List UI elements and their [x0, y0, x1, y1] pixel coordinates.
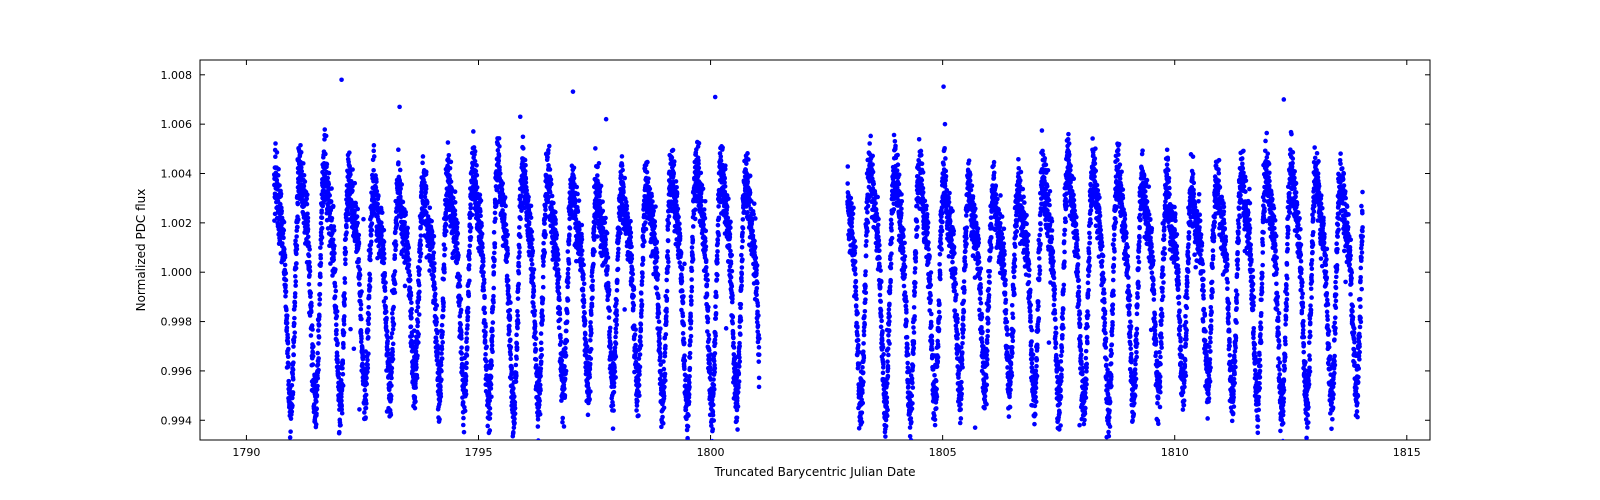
- y-tick-label: 0.996: [161, 365, 193, 378]
- lightcurve-chart: 1790 1795 1800 1805 1810 1815 0.994 0.996 0.998 1…: [0, 0, 1600, 500]
- x-tick-label: 1815: [1393, 446, 1421, 459]
- y-tick-label: 0.994: [161, 414, 193, 427]
- y-tick-label: 1.002: [161, 217, 193, 230]
- x-tick-label: 1790: [232, 446, 260, 459]
- y-tick-label: 1.004: [161, 168, 193, 181]
- y-tick-label: 1.008: [161, 69, 193, 82]
- x-tick-label: 1795: [464, 446, 492, 459]
- y-tick-label: 1.006: [161, 118, 193, 131]
- x-tick-label: 1810: [1161, 446, 1189, 459]
- y-tick-label: 0.998: [161, 316, 193, 329]
- chart-svg: 1790 1795 1800 1805 1810 1815 0.994 0.996 0.998 1…: [0, 0, 1600, 500]
- y-axis-label: Normalized PDC flux: [134, 189, 148, 312]
- x-axis-label: Truncated Barycentric Julian Date: [713, 465, 915, 479]
- x-tick-label: 1800: [697, 446, 725, 459]
- x-tick-label: 1805: [929, 446, 957, 459]
- y-tick-label: 1.000: [161, 266, 193, 279]
